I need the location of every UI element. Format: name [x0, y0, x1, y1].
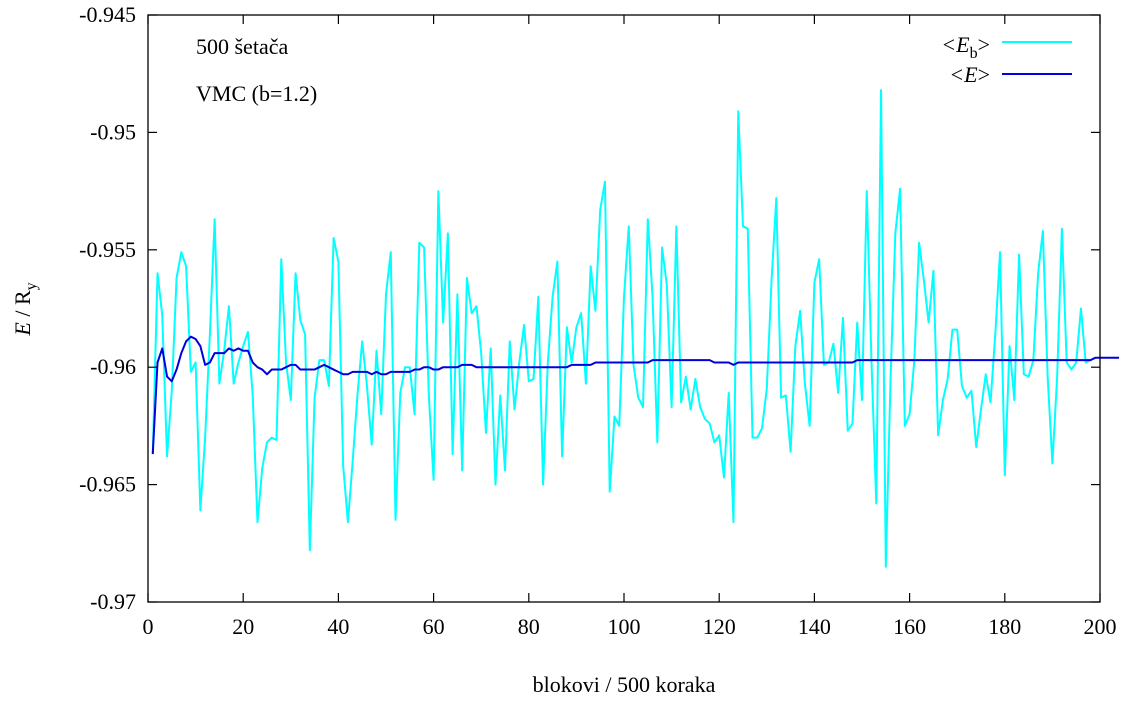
- x-tick-label: 100: [608, 614, 641, 639]
- x-tick-label: 120: [703, 614, 736, 639]
- x-tick-label: 40: [327, 614, 349, 639]
- x-axis-label: blokovi / 500 koraka: [533, 672, 716, 697]
- annotation-method: VMC (b=1.2): [196, 81, 317, 106]
- x-tick-label: 160: [893, 614, 926, 639]
- legend-label-eb: <Eb>: [941, 32, 990, 62]
- series-line-1: [151, 335, 1120, 455]
- x-tick-label: 20: [232, 614, 254, 639]
- x-tick-label: 180: [988, 614, 1021, 639]
- y-tick-label: -0.945: [79, 2, 136, 27]
- y-tick-label: -0.955: [79, 237, 136, 262]
- x-tick-label: 200: [1084, 614, 1117, 639]
- tick-layer: 0 20 40 60 80 100 120 140 160 180 200 -0.97 -0.965 -0…: [79, 2, 1116, 639]
- series-line-0: [151, 89, 1091, 568]
- annotation-walkers: 500 šetača: [196, 34, 288, 59]
- y-axis-label-main: E: [10, 322, 35, 337]
- legend-entry-e: <E>: [949, 62, 1072, 87]
- legend-entry-eb: <Eb>: [941, 32, 1072, 62]
- y-tick-label: -0.97: [90, 589, 136, 614]
- legend-label-e: <E>: [949, 62, 990, 87]
- x-tick-label: 0: [143, 614, 154, 639]
- y-axis-label-sep: / R: [10, 290, 35, 322]
- y-tick-label: -0.96: [90, 354, 136, 379]
- y-tick-label: -0.95: [90, 119, 136, 144]
- x-tick-label: 140: [798, 614, 831, 639]
- y-tick-label: -0.965: [79, 472, 136, 497]
- x-tick-label: 60: [423, 614, 445, 639]
- y-axis-label-sub: y: [23, 282, 40, 290]
- legend: <Eb> <E>: [941, 32, 1072, 87]
- x-tick-label: 80: [518, 614, 540, 639]
- y-axis-label: E / Ry: [10, 282, 40, 336]
- series-layer: [151, 89, 1120, 568]
